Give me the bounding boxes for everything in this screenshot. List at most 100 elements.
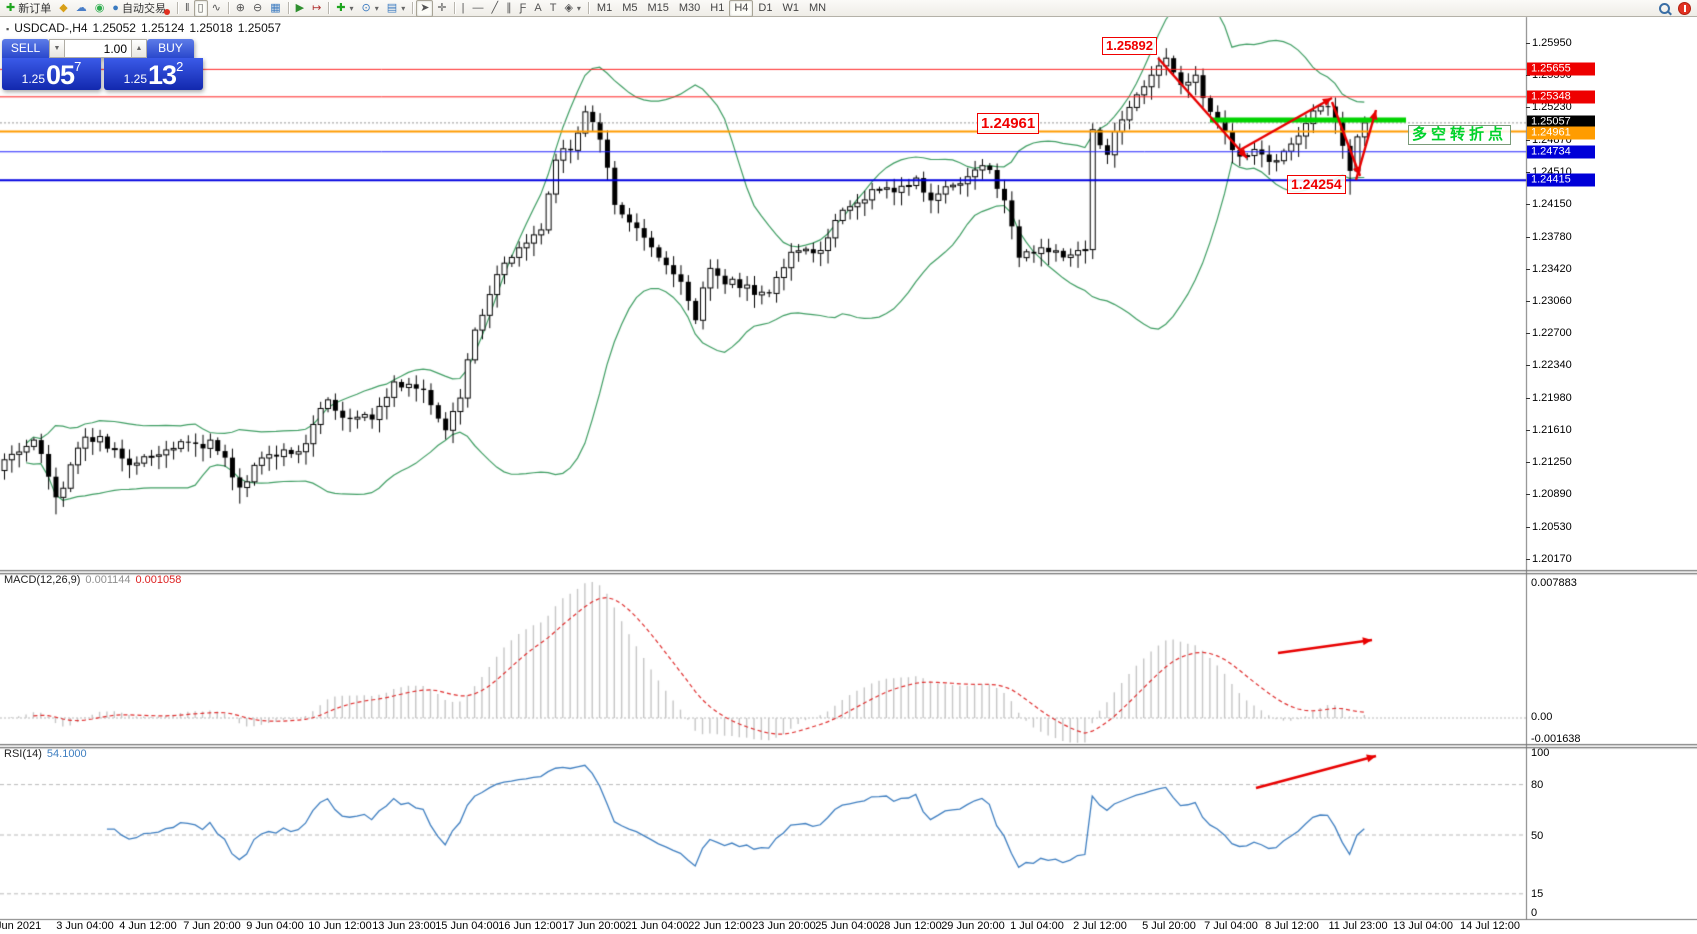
low-value: 1.25018 [189, 21, 233, 35]
zoom-out-button[interactable]: ⊖ [249, 0, 266, 17]
tile-windows-button[interactable]: ▦ [266, 0, 284, 17]
search-button[interactable] [1655, 0, 1674, 17]
timeframe-h1-label: H1 [710, 2, 725, 14]
toolbar-separator [453, 2, 455, 14]
trendline-button[interactable]: ╱ [488, 0, 503, 17]
one-click-trading-widget: SELL ▼ ▲ BUY 1.25 05 7 1.25 13 2 [2, 39, 203, 90]
horizontal-line-icon: — [472, 1, 484, 14]
sell-button[interactable]: SELL [2, 39, 49, 58]
zoom-in-button[interactable]: ⊕ [232, 0, 249, 17]
time-label: 15 Jun 04:00 [435, 920, 499, 932]
cloud-icon: ☁ [75, 1, 87, 14]
text-label-button[interactable]: T [546, 0, 561, 17]
horizontal-line-button[interactable]: — [469, 0, 488, 17]
vertical-line-icon: | [461, 1, 465, 14]
chart-shift-button[interactable]: ↦ [308, 0, 325, 17]
rsi-value: 54.1000 [46, 748, 87, 760]
toolbar-separator [328, 2, 330, 14]
channel-button[interactable]: ∥ [502, 0, 516, 17]
toolbar-separator [412, 2, 414, 14]
turning-point-label[interactable]: 多空转折点 [1408, 125, 1512, 145]
shapes-icon: ◈ [564, 1, 573, 14]
crosshair-button[interactable]: ✛ [433, 0, 450, 17]
history-gold-button[interactable]: ◆ [55, 0, 71, 17]
timeframe-w1[interactable]: W1 [777, 0, 804, 17]
new-order-icon: ✚ [6, 1, 16, 14]
line-chart-button[interactable]: ∿ [208, 0, 225, 17]
sell-price-panel[interactable]: 1.25 05 7 [2, 58, 101, 90]
zoom-out-icon: ⊖ [253, 1, 263, 14]
time-label: 7 Jun 20:00 [183, 920, 241, 932]
zoom-in-icon: ⊕ [235, 1, 245, 14]
macd-signal-value: 0.001058 [135, 574, 182, 586]
clock-icon: ⊙ [361, 1, 371, 14]
time-label: 13 Jun 23:00 [372, 920, 436, 932]
template-icon: ▤ [386, 1, 398, 14]
shapes-button[interactable]: ◈ ▾ [560, 0, 584, 17]
indicators-button[interactable]: ✚ ▾ [332, 0, 357, 17]
cursor-button[interactable]: ➤ [416, 0, 434, 17]
gold-icon: ◆ [59, 1, 68, 14]
cursor-icon: ➤ [420, 1, 430, 14]
time-label: 22 Jun 12:00 [688, 920, 752, 932]
buy-button[interactable]: BUY [147, 39, 194, 58]
time-label: 25 Jun 04:00 [815, 920, 879, 932]
timeframe-m15[interactable]: M15 [642, 0, 673, 17]
time-label: 9 Jun 04:00 [246, 920, 304, 932]
templates-button[interactable]: ▤ ▾ [383, 0, 409, 17]
timeframe-mn[interactable]: MN [804, 0, 831, 17]
timeframe-h1[interactable]: H1 [705, 0, 729, 17]
auto-trading-status-dot [163, 8, 170, 15]
tile-windows-icon: ▦ [270, 1, 281, 14]
time-label: 3 Jun 04:00 [56, 920, 114, 932]
timeframe-m1[interactable]: M1 [592, 0, 617, 17]
signal-button[interactable]: ◉ [91, 0, 109, 17]
new-order-button[interactable]: ✚ 新订单 [2, 0, 55, 17]
time-label: 7 Jul 04:00 [1204, 920, 1258, 932]
timeframe-m5[interactable]: M5 [617, 0, 642, 17]
time-label: 1 Jun 2021 [0, 920, 42, 932]
price-annotation-low[interactable]: 1.24254 [1287, 175, 1346, 194]
candlestick-icon: ▯ [197, 1, 204, 14]
price-annotation-pivot[interactable]: 1.24961 [977, 113, 1040, 134]
fibonacci-button[interactable]: Ƒ [516, 0, 531, 17]
time-label: 11 Jul 23:00 [1328, 920, 1388, 932]
crosshair-icon: ✛ [437, 1, 447, 14]
sell-price-point: 7 [74, 59, 82, 74]
chart-ohlc-header: ▪ USDCAD-,H4 1.25052 1.25124 1.25018 1.25057 [6, 21, 286, 35]
time-axis: 1 Jun 2021 3 Jun 04:00 4 Jun 12:00 7 Jun 20… [0, 920, 1697, 934]
dropdown-caret-icon: ▾ [401, 3, 406, 13]
auto-scroll-icon: ▶ [295, 1, 305, 14]
globe-icon: ● [112, 1, 119, 14]
cloud-button[interactable]: ☁ [72, 0, 91, 17]
vertical-line-button[interactable]: | [458, 0, 469, 17]
line-chart-icon: ∿ [211, 1, 221, 14]
time-label: 13 Jul 04:00 [1393, 920, 1453, 932]
timeframe-m30-label: M30 [678, 2, 701, 14]
timeframe-h4[interactable]: H4 [729, 0, 754, 17]
notification-button[interactable] [1674, 0, 1695, 17]
timeframe-d1[interactable]: D1 [753, 0, 777, 17]
buy-price-panel[interactable]: 1.25 13 2 [104, 58, 203, 90]
rsi-name: RSI(14) [4, 748, 42, 760]
text-button[interactable]: A [530, 0, 545, 17]
channel-icon: ∥ [506, 1, 512, 14]
periods-button[interactable]: ⊙ ▾ [358, 0, 383, 17]
indicators-icon: ✚ [336, 1, 346, 14]
time-label: 14 Jul 12:00 [1460, 920, 1520, 932]
dropdown-caret-icon: ▾ [576, 3, 581, 13]
price-annotation-high[interactable]: 1.25892 [1102, 37, 1157, 55]
timeframe-m30[interactable]: M30 [674, 0, 705, 17]
time-label: 2 Jul 12:00 [1073, 920, 1127, 932]
volume-increase-button[interactable]: ▲ [131, 39, 147, 58]
time-label: 21 Jun 04:00 [625, 920, 689, 932]
volume-input[interactable] [65, 39, 131, 58]
auto-trading-button[interactable]: ● 自动交易 [108, 0, 174, 17]
text-icon: A [534, 1, 542, 14]
volume-decrease-button[interactable]: ▼ [49, 39, 65, 58]
buy-price-base: 1.25 [123, 72, 148, 86]
candlestick-chart-button[interactable]: ▯ [193, 0, 208, 17]
bar-chart-button[interactable]: ‖ [181, 0, 194, 17]
auto-scroll-button[interactable]: ▶ [292, 0, 308, 17]
